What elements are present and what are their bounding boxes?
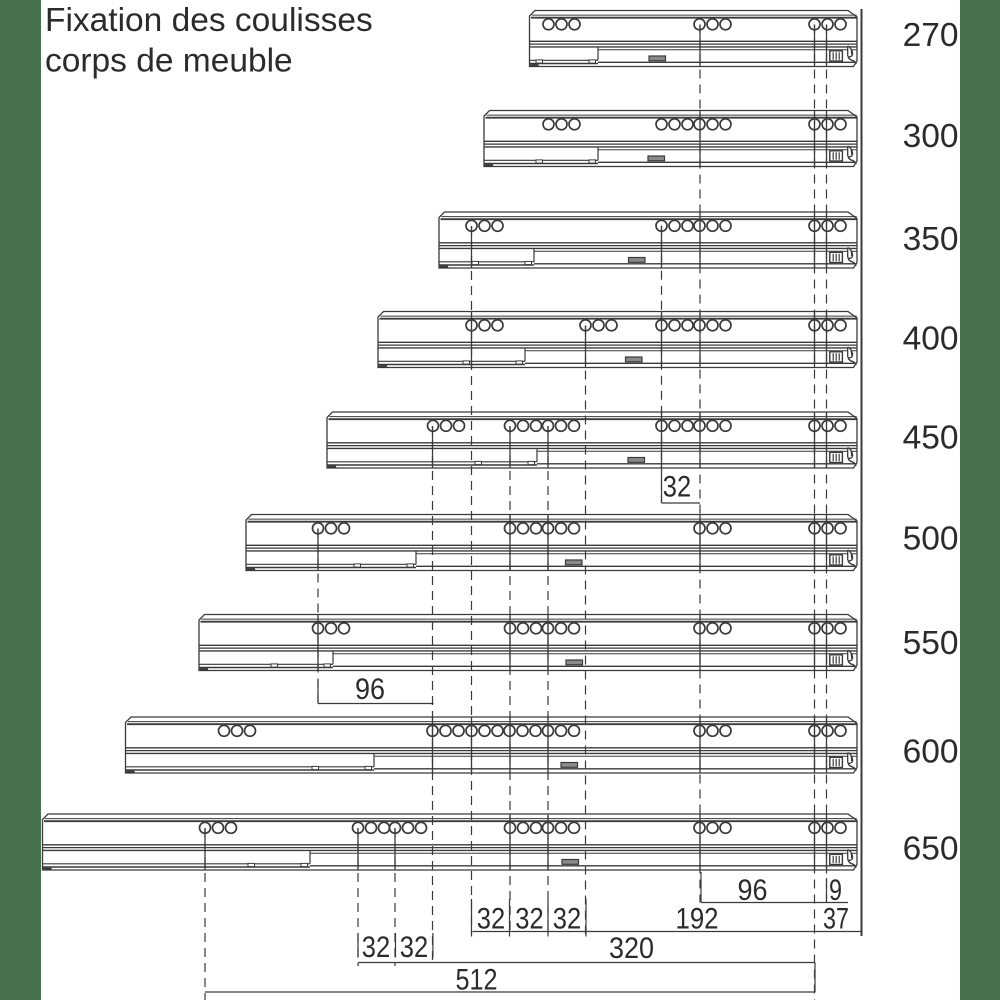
svg-text:350: 350 — [903, 221, 959, 258]
svg-text:96: 96 — [355, 673, 385, 706]
svg-text:96: 96 — [738, 874, 768, 907]
svg-text:32: 32 — [362, 931, 390, 964]
svg-text:650: 650 — [903, 831, 959, 868]
svg-text:192: 192 — [676, 903, 719, 936]
svg-text:400: 400 — [903, 321, 959, 358]
svg-text:550: 550 — [903, 625, 959, 662]
svg-text:450: 450 — [903, 420, 959, 457]
svg-text:270: 270 — [903, 17, 959, 54]
svg-text:320: 320 — [609, 932, 654, 965]
svg-text:512: 512 — [456, 964, 498, 997]
svg-text:Fixation des coulisses: Fixation des coulisses — [45, 2, 373, 39]
svg-text:600: 600 — [903, 734, 959, 771]
svg-text:32: 32 — [515, 903, 543, 936]
svg-text:32: 32 — [400, 931, 428, 964]
svg-text:32: 32 — [477, 903, 505, 936]
svg-text:32: 32 — [553, 903, 581, 936]
svg-text:9: 9 — [829, 874, 842, 907]
svg-text:corps de meuble: corps de meuble — [45, 43, 293, 80]
svg-text:500: 500 — [903, 521, 959, 558]
svg-text:32: 32 — [663, 471, 691, 504]
svg-text:300: 300 — [903, 118, 959, 155]
svg-text:37: 37 — [823, 903, 849, 936]
